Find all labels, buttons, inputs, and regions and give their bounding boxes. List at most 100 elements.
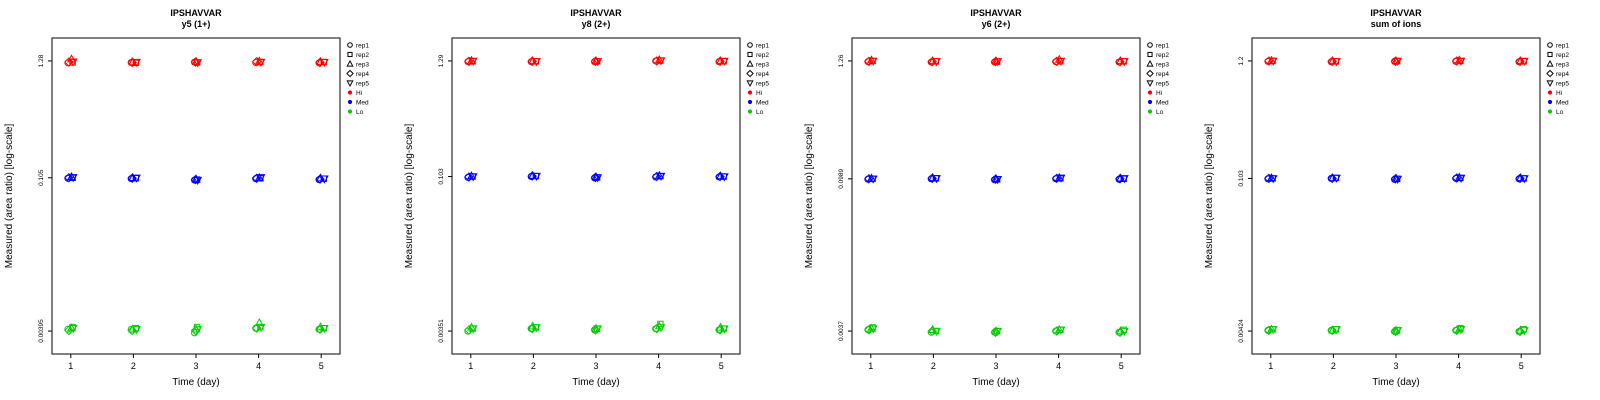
x-axis-label: Time (day) xyxy=(572,377,619,388)
data-point-diamond xyxy=(1051,56,1062,67)
data-point-diamond xyxy=(1115,56,1125,67)
data-point-triangle-down xyxy=(1146,80,1154,88)
chart-panel-sum-of-ions: IPSHAVVAR sum of ions 1 2 3 4 5 Time (day) Mea… xyxy=(1200,0,1600,400)
data-point-diamond xyxy=(864,325,874,335)
data-point-triangle-down xyxy=(68,174,78,183)
data-point-diamond xyxy=(190,325,201,336)
data-point-triangle-down xyxy=(1393,175,1403,184)
x-tick-label: 3 xyxy=(1393,361,1398,371)
data-point-triangle-down xyxy=(1268,326,1278,335)
legend-rep-label: rep4 xyxy=(1156,71,1169,78)
x-tick-label: 2 xyxy=(531,361,536,371)
data-point-triangle xyxy=(254,317,264,327)
data-point-triangle-down xyxy=(319,324,329,334)
data-point-triangle xyxy=(1391,56,1401,65)
data-point-circle xyxy=(347,90,353,95)
data-point-triangle-down xyxy=(1268,175,1278,184)
x-tick-label: 4 xyxy=(256,361,261,371)
data-point-diamond xyxy=(1264,173,1274,184)
y-axis-label: Measured (area ratio) [log-scale] xyxy=(1204,124,1215,269)
legend-rep-label: rep5 xyxy=(356,81,369,88)
data-point-triangle-down xyxy=(68,58,78,67)
data-point-triangle-down xyxy=(932,175,941,184)
data-point-diamond xyxy=(1451,325,1462,336)
data-point-diamond xyxy=(190,174,201,185)
data-point-circle xyxy=(1547,109,1553,114)
legend-rep-label: rep4 xyxy=(756,71,769,78)
data-point-diamond xyxy=(1390,326,1401,337)
data-point-diamond xyxy=(990,174,1001,185)
y-tick-label: 0.00424 xyxy=(1238,319,1245,343)
data-point-diamond xyxy=(990,327,1001,338)
x-tick-label: 2 xyxy=(931,361,936,371)
data-point-triangle-down xyxy=(319,175,329,184)
legend-rep-label: rep4 xyxy=(356,71,369,78)
chart-panel-y6: IPSHAVVAR y6 (2+) 1 2 3 4 5 Time (day) Measure… xyxy=(800,0,1200,400)
data-point-triangle-down xyxy=(719,325,729,334)
data-point-diamond xyxy=(864,56,874,67)
data-point-circle xyxy=(1547,99,1553,105)
chart-title: IPSHAVVAR xyxy=(970,8,1022,18)
y-tick-label: 1.26 xyxy=(838,54,845,67)
data-point-triangle-down xyxy=(1456,57,1466,66)
legend-level-label: Lo xyxy=(756,109,764,116)
data-point-triangle-down xyxy=(256,174,266,183)
data-point-diamond xyxy=(251,56,262,67)
data-point-triangle-down xyxy=(1519,175,1529,184)
x-axis-label: Time (day) xyxy=(972,377,1019,388)
data-point-triangle-down xyxy=(1119,327,1129,336)
data-point-diamond xyxy=(64,173,74,183)
data-point-triangle-down xyxy=(132,326,141,335)
y-tick-label: 1.29 xyxy=(438,54,445,67)
data-point-triangle-down xyxy=(1056,57,1066,66)
data-point-diamond xyxy=(1327,325,1337,336)
data-point-circle xyxy=(747,42,753,48)
data-point-triangle xyxy=(528,56,538,65)
legend-level-label: Lo xyxy=(1156,109,1164,116)
legend-rep-label: rep1 xyxy=(1156,43,1169,50)
data-point-diamond xyxy=(1451,56,1462,66)
data-point-diamond xyxy=(251,323,262,333)
legend-level-label: Med xyxy=(1156,100,1169,107)
data-point-diamond xyxy=(315,57,325,68)
data-point-triangle xyxy=(346,59,354,67)
data-point-diamond xyxy=(746,69,754,78)
data-point-triangle-down xyxy=(868,175,878,184)
y-tick-label: 0.103 xyxy=(1238,170,1245,187)
data-point-diamond xyxy=(464,325,474,335)
data-point-triangle-down xyxy=(993,58,1003,67)
data-point-triangle-down xyxy=(993,327,1003,336)
x-tick-label: 1 xyxy=(68,361,73,371)
data-point-triangle xyxy=(191,56,201,65)
data-point-circle xyxy=(1147,109,1153,114)
x-tick-label: 1 xyxy=(868,361,873,371)
data-point-triangle xyxy=(1267,173,1276,182)
y-tick-label: 0.103 xyxy=(438,168,445,185)
data-point-triangle xyxy=(591,56,601,65)
data-point-triangle-down xyxy=(1119,175,1129,184)
x-tick-label: 5 xyxy=(1119,361,1124,371)
data-point-triangle xyxy=(746,59,754,67)
data-point-triangle xyxy=(1146,59,1154,67)
data-point-diamond xyxy=(1390,56,1401,67)
data-point-diamond xyxy=(927,56,937,67)
legend-rep-label: rep1 xyxy=(756,43,769,50)
data-point-triangle-down xyxy=(1546,80,1554,88)
data-point-diamond xyxy=(127,173,137,183)
data-point-diamond xyxy=(1051,326,1062,336)
data-point-diamond xyxy=(651,56,662,66)
x-tick-label: 3 xyxy=(193,361,198,371)
data-point-diamond xyxy=(1264,56,1274,66)
chart-svg: 1 2 3 4 5 Time (day) Measured (area ratio) [lo… xyxy=(1204,37,1569,388)
data-point-circle xyxy=(1147,90,1153,95)
legend-rep-label: rep5 xyxy=(1556,81,1569,88)
plot-box xyxy=(451,37,741,355)
data-point-diamond xyxy=(127,325,137,336)
data-point-triangle xyxy=(1328,56,1338,65)
data-point-diamond xyxy=(1327,56,1337,67)
legend-rep-label: rep3 xyxy=(1156,62,1169,69)
x-tick-label: 1 xyxy=(1268,361,1273,371)
legend-level-label: Hi xyxy=(756,90,762,97)
legend-level-label: Hi xyxy=(1156,90,1162,97)
